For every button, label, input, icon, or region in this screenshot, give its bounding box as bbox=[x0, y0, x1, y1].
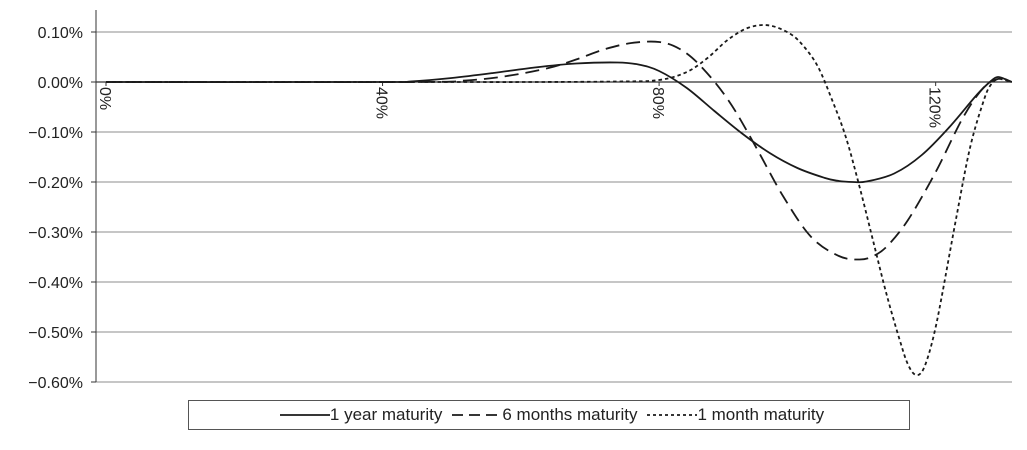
y-tick-label: −0.10% bbox=[28, 125, 83, 142]
x-tick-label: 80% bbox=[649, 87, 666, 119]
y-tick-label: −0.20% bbox=[28, 175, 83, 192]
series-line-1-month bbox=[106, 24, 1012, 377]
legend: 1 year maturity 6 months maturity 1 mont… bbox=[188, 400, 910, 430]
y-tick-label: −0.40% bbox=[28, 275, 83, 292]
x-tick-label: 40% bbox=[373, 87, 390, 119]
legend-label-6-months: 6 months maturity bbox=[502, 405, 638, 424]
legend-swatch-solid bbox=[279, 414, 330, 416]
y-tick-label: −0.30% bbox=[28, 225, 83, 242]
series-layer bbox=[105, 24, 1013, 377]
y-tick-label: −0.50% bbox=[28, 325, 83, 342]
grid-layer bbox=[96, 31, 1012, 383]
legend-label-1-month: 1 month maturity bbox=[697, 405, 825, 424]
x-tick-labels: 0% 40% 80% 120% bbox=[96, 87, 943, 128]
legend-swatch-dashed bbox=[452, 414, 503, 416]
x-tick-label: 120% bbox=[926, 87, 943, 128]
legend-label-1-year: 1 year maturity bbox=[329, 405, 443, 424]
legend-item-6-months: 6 months maturity bbox=[446, 405, 637, 425]
x-tick-label: 0% bbox=[96, 87, 113, 110]
series-line-6-months bbox=[105, 40, 1013, 261]
legend-item-1-year: 1 year maturity bbox=[274, 405, 442, 425]
y-tick-labels: 0.10% 0.00% −0.10% −0.20% −0.30% −0.40% −0.50%… bbox=[28, 25, 83, 392]
series-line-1-year bbox=[105, 61, 1013, 184]
y-tick-label: −0.60% bbox=[28, 375, 83, 392]
legend-item-1-month: 1 month maturity bbox=[641, 405, 824, 425]
y-tick-label: 0.00% bbox=[38, 75, 83, 92]
y-tick-label: 0.10% bbox=[38, 25, 83, 42]
legend-swatch-dotted bbox=[647, 414, 698, 416]
